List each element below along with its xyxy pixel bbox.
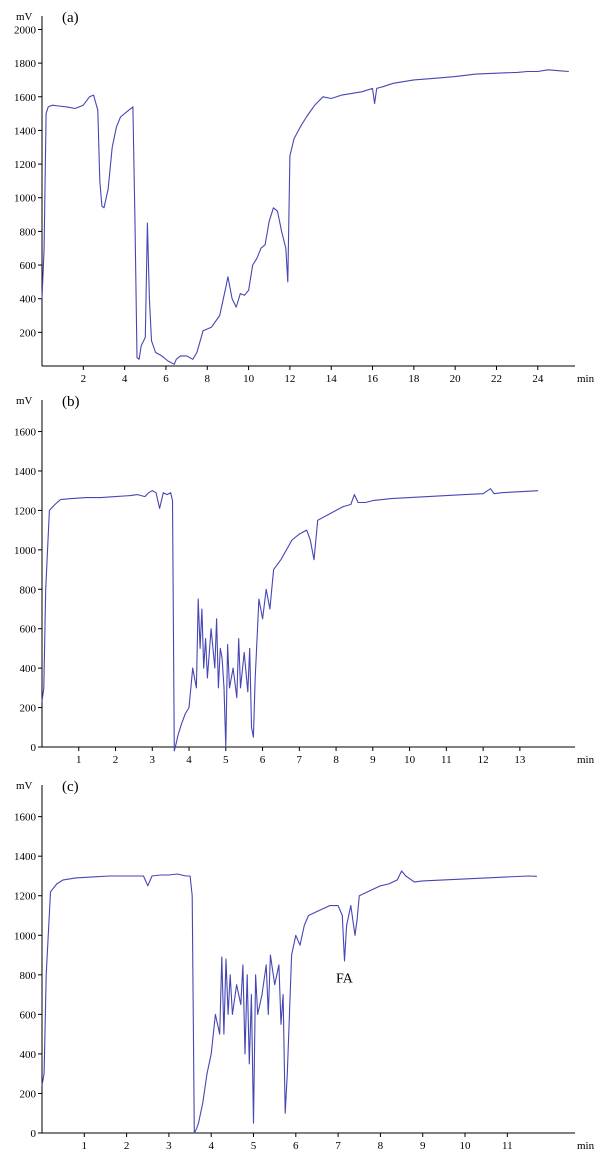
panel-label: (c): [62, 779, 79, 795]
x-tick-label: 6: [260, 754, 266, 766]
y-tick-label: 1000: [14, 930, 37, 942]
x-tick-label: 14: [326, 373, 338, 385]
y-tick-label: 200: [20, 703, 37, 715]
y-tick-label: 200: [20, 327, 37, 339]
x-tick-label: 8: [205, 373, 211, 385]
y-tick-label: 1600: [14, 812, 37, 824]
x-axis-unit-label: min: [577, 754, 595, 766]
x-tick-label: 4: [208, 1140, 214, 1152]
y-tick-label: 600: [20, 624, 37, 636]
x-tick-label: 1: [82, 1140, 88, 1152]
y-tick-label: 1600: [14, 427, 37, 439]
x-tick-label: 13: [514, 754, 526, 766]
x-tick-label: 9: [420, 1140, 426, 1152]
chart-panel: 0 200 400 600 800 1000 1200 1400 1600 1 2 3 4 5 6 7 8 9 10…: [14, 779, 595, 1152]
x-tick-label: 11: [502, 1140, 513, 1152]
y-axis-unit-label: mV: [16, 11, 33, 23]
y-tick-label: 400: [20, 1049, 37, 1061]
x-tick-label: 11: [441, 754, 452, 766]
y-tick-label: 0: [31, 742, 37, 754]
y-tick-label: 1000: [14, 545, 37, 557]
x-tick-label: 10: [460, 1140, 472, 1152]
y-tick-label: 800: [20, 970, 37, 982]
x-tick-label: 6: [163, 373, 169, 385]
y-tick-label: 1600: [14, 92, 37, 104]
panel-label: (a): [62, 10, 79, 26]
y-axis-unit-label: mV: [16, 395, 33, 407]
x-tick-label: 4: [186, 754, 192, 766]
x-tick-label: 1: [76, 754, 82, 766]
y-tick-label: 200: [20, 1088, 37, 1100]
x-tick-label: 6: [293, 1140, 299, 1152]
x-tick-label: 2: [113, 754, 119, 766]
x-tick-label: 4: [122, 373, 128, 385]
y-tick-label: 0: [31, 1128, 37, 1140]
chromatogram-trace: [41, 69, 569, 365]
x-tick-label: 20: [450, 373, 462, 385]
y-tick-label: 1400: [14, 125, 37, 137]
x-tick-label: 5: [251, 1140, 257, 1152]
y-tick-label: 800: [20, 584, 37, 596]
y-tick-label: 1200: [14, 159, 37, 171]
x-tick-label: 10: [243, 373, 255, 385]
y-tick-label: 1200: [14, 505, 37, 517]
y-tick-label: 1400: [14, 466, 37, 478]
y-axis-unit-label: mV: [16, 780, 33, 792]
x-tick-label: 2: [124, 1140, 130, 1152]
y-tick-label: 800: [20, 226, 37, 238]
x-tick-label: 12: [284, 373, 295, 385]
chromatogram-trace: [41, 488, 539, 752]
x-tick-label: 7: [297, 754, 303, 766]
y-tick-label: 600: [20, 1009, 37, 1021]
y-tick-label: 600: [20, 260, 37, 272]
x-tick-label: 12: [478, 754, 489, 766]
x-tick-label: 2: [81, 373, 87, 385]
x-tick-label: 7: [335, 1140, 341, 1152]
y-tick-label: 1200: [14, 891, 37, 903]
x-tick-label: 24: [532, 373, 544, 385]
x-tick-label: 9: [370, 754, 376, 766]
x-tick-label: 3: [150, 754, 156, 766]
x-tick-label: 8: [378, 1140, 384, 1152]
x-axis-unit-label: min: [577, 373, 595, 385]
x-tick-label: 22: [491, 373, 502, 385]
y-tick-label: 1000: [14, 193, 37, 205]
x-axis-unit-label: min: [577, 1140, 595, 1152]
chromatogram-trace: [41, 870, 537, 1134]
x-tick-label: 18: [408, 373, 420, 385]
panel-label: (b): [62, 394, 80, 410]
x-tick-label: 3: [166, 1140, 172, 1152]
x-tick-label: 10: [404, 754, 416, 766]
x-tick-label: 16: [367, 373, 379, 385]
y-tick-label: 1800: [14, 58, 37, 70]
y-tick-label: 400: [20, 663, 37, 675]
y-tick-label: 2000: [14, 24, 37, 36]
peak-annotation-label: FA: [336, 972, 354, 987]
x-tick-label: 5: [223, 754, 229, 766]
y-tick-label: 1400: [14, 851, 37, 863]
y-tick-label: 400: [20, 294, 37, 306]
x-tick-label: 8: [333, 754, 339, 766]
